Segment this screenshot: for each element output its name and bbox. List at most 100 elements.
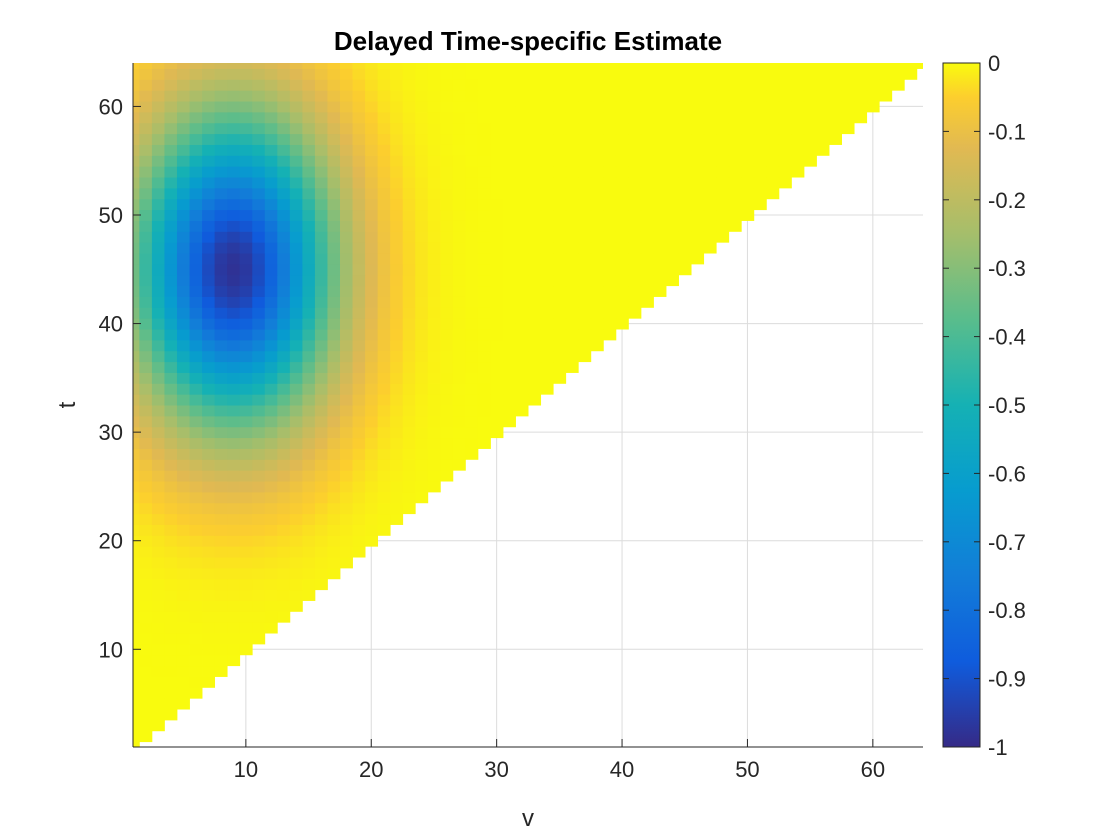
heatmap-cell [302,101,316,113]
heatmap-cell [427,329,441,341]
heatmap-cell [440,187,454,200]
heatmap-cell [327,318,341,330]
heatmap-cell [314,557,328,569]
heatmap-cell [653,111,667,124]
heatmap-cell [277,600,291,612]
heatmap-cell [728,198,742,211]
heatmap-cell [490,329,504,341]
heatmap-cell [515,372,529,384]
heatmap-cell [528,372,542,384]
heatmap-cell [402,253,416,265]
heatmap-cell [691,177,705,189]
heatmap-cell [252,133,266,145]
heatmap-cell [202,177,216,189]
heatmap-cell [176,654,190,667]
heatmap-cell [477,111,491,124]
heatmap-cell [302,253,316,265]
heatmap-cell [590,318,604,330]
heatmap-cell [327,535,341,547]
heatmap-cell [189,622,203,634]
heatmap-cell [277,133,291,145]
heatmap-cell [515,242,529,254]
heatmap-cell [352,502,366,515]
heatmap-cell [515,361,529,373]
heatmap-cell [427,350,441,363]
heatmap-cell [151,383,165,395]
heatmap-cell [202,611,216,623]
heatmap-cell [289,329,303,341]
heatmap-cell [477,307,491,319]
heatmap-cell [590,187,604,200]
heatmap-cell [202,296,216,308]
heatmap-cell [829,68,842,80]
heatmap-cell [252,459,266,471]
heatmap-cell [314,524,328,536]
heatmap-cell [904,63,918,69]
heatmap-cell [277,101,291,113]
heatmap-cell [565,220,579,232]
heatmap-cell [528,318,542,330]
heatmap-cell [829,63,842,69]
heatmap-cell [302,426,316,439]
heatmap-cell [139,361,153,373]
heatmap-cell [151,177,165,189]
heatmap-cell [133,350,140,363]
heatmap-cell [553,111,567,124]
heatmap-cell [515,198,529,211]
heatmap-cell [590,166,604,178]
heatmap-cell [540,144,554,156]
heatmap-cell [766,177,780,189]
heatmap-cell [164,687,178,699]
heatmap-cell [628,209,642,221]
heatmap-cell [390,155,404,167]
heatmap-cell [227,589,241,601]
heatmap-cell [164,198,178,211]
heatmap-cell [264,448,278,460]
heatmap-cell [666,231,679,243]
heatmap-cell [490,394,504,406]
heatmap-cell [164,546,178,558]
heatmap-cell [252,600,266,612]
heatmap-cell [133,231,140,243]
heatmap-cell [314,198,328,211]
heatmap-cell [239,220,253,232]
heatmap-cell [477,68,491,80]
heatmap-cell [477,437,491,449]
heatmap-cell [528,394,542,406]
heatmap-cell [133,491,140,504]
heatmap-cell [314,394,328,406]
heatmap-cell [151,242,165,254]
heatmap-cell [465,307,479,319]
heatmap-cell [778,166,792,178]
heatmap-cell [227,79,241,91]
y-tick-label: 30 [99,420,123,445]
heatmap-cell [528,177,542,189]
heatmap-cell [189,426,203,439]
heatmap-cell [340,394,353,406]
heatmap-cell [139,470,153,482]
heatmap-cell [528,111,542,124]
heatmap-cell [427,231,441,243]
heatmap-cell [540,350,554,363]
heatmap-cell [151,557,165,569]
heatmap-cell [214,578,228,591]
heatmap-cell [578,329,592,341]
heatmap-cell [703,198,717,211]
heatmap-cell [264,63,278,69]
heatmap-cell [133,524,140,536]
heatmap-cell [139,459,153,471]
heatmap-cell [314,535,328,547]
heatmap-cell [477,101,491,113]
heatmap-cell [590,231,604,243]
heatmap-cell [264,198,278,211]
heatmap-cell [440,285,454,297]
heatmap-cell [402,448,416,460]
heatmap-cell [151,187,165,200]
heatmap-cell [716,220,730,232]
heatmap-cell [678,242,692,254]
heatmap-cell [490,383,504,395]
heatmap-cell [628,111,642,124]
heatmap-cell [133,567,140,580]
heatmap-cell [390,274,404,287]
heatmap-cell [327,122,341,135]
